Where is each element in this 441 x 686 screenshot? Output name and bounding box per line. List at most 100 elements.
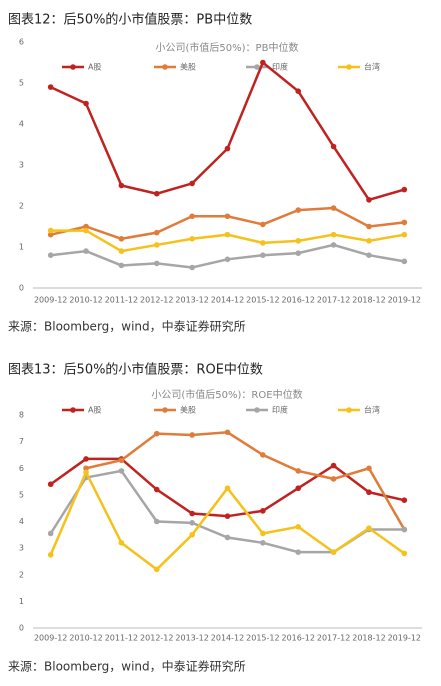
y-tick-label: 7: [19, 437, 24, 446]
point: [224, 145, 231, 152]
point: [366, 252, 372, 258]
point: [224, 231, 231, 238]
x-tick-label: 2009-12: [34, 296, 67, 305]
y-tick-label: 5: [19, 490, 24, 499]
chart-title: 小公司(市值后50%)：PB中位数: [156, 41, 299, 54]
point: [366, 197, 372, 203]
legend-marker: [70, 64, 76, 70]
point: [83, 465, 89, 472]
point: [295, 88, 302, 94]
point: [295, 468, 302, 474]
point: [47, 231, 54, 238]
legend-label: A股: [88, 406, 101, 415]
point: [118, 540, 125, 546]
point: [189, 510, 195, 517]
point: [330, 476, 337, 482]
point: [153, 486, 160, 493]
point: [189, 264, 195, 271]
legend-marker: [254, 407, 260, 413]
legend-label: 台湾: [364, 405, 380, 415]
x-tick-label: 2010-12: [69, 634, 102, 643]
x-tick-label: 2015-12: [246, 296, 279, 305]
point: [118, 457, 125, 464]
point: [366, 489, 372, 496]
point: [401, 219, 408, 226]
legend-marker: [254, 64, 260, 70]
point: [189, 180, 195, 187]
legend-label: 美股: [180, 62, 196, 72]
point: [260, 59, 266, 66]
point: [224, 256, 231, 263]
point: [47, 530, 54, 537]
point: [83, 456, 89, 462]
point: [83, 469, 89, 476]
point: [83, 248, 89, 254]
legend-label: 美股: [180, 405, 196, 415]
y-tick-label: 5: [19, 79, 24, 88]
point: [366, 238, 372, 244]
point: [330, 143, 337, 150]
point: [189, 432, 195, 438]
point: [260, 540, 266, 546]
x-tick-label: 2017-12: [317, 296, 350, 305]
point: [224, 485, 231, 492]
y-tick-label: 4: [19, 517, 24, 526]
point: [295, 485, 302, 492]
point: [330, 462, 337, 469]
point: [153, 229, 160, 236]
x-tick-label: 2011-12: [105, 296, 138, 305]
point: [401, 231, 408, 238]
point: [189, 213, 195, 220]
point: [366, 465, 372, 472]
legend-marker: [346, 64, 352, 70]
point: [401, 497, 408, 504]
legend-marker: [162, 64, 168, 70]
legend-label: 印度: [272, 62, 288, 72]
point: [83, 227, 89, 234]
x-tick-label: 2019-12: [388, 634, 421, 643]
point: [295, 207, 302, 213]
point: [260, 508, 266, 514]
point: [83, 100, 89, 107]
legend-marker: [162, 407, 168, 413]
point: [189, 236, 195, 242]
x-tick-label: 2012-12: [140, 634, 173, 643]
x-tick-label: 2019-12: [388, 296, 421, 305]
point: [153, 430, 160, 437]
legend-label: 印度: [272, 405, 288, 415]
legend-marker: [346, 407, 352, 413]
point: [47, 481, 54, 488]
source: 来源：Bloomberg，wind，中泰证券研究所: [8, 319, 246, 334]
y-tick-label: 0: [19, 624, 24, 633]
point: [153, 242, 160, 248]
legend-label: A股: [88, 63, 101, 72]
point: [295, 549, 302, 555]
y-tick-label: 1: [19, 597, 24, 606]
chart-title: 小公司(市值后50%)：ROE中位数: [151, 388, 302, 401]
x-tick-label: 2014-12: [211, 296, 244, 305]
y-tick-label: 3: [19, 544, 24, 553]
x-tick-label: 2014-12: [211, 634, 244, 643]
point: [295, 524, 302, 530]
point: [330, 205, 337, 211]
y-tick-label: 4: [19, 120, 24, 129]
x-tick-label: 2012-12: [140, 296, 173, 305]
x-tick-label: 2013-12: [175, 634, 208, 643]
point: [83, 223, 89, 230]
series-line: [50, 60, 405, 202]
caption: 图表12：后50%的小市值股票：PB中位数: [8, 12, 252, 28]
point: [47, 84, 54, 90]
y-tick-label: 2: [19, 202, 24, 211]
x-tick-label: 2018-12: [352, 296, 385, 305]
point: [189, 532, 195, 538]
x-tick-label: 2017-12: [317, 634, 350, 643]
point: [47, 227, 54, 234]
point: [47, 551, 54, 558]
series-line: [85, 431, 406, 531]
point: [260, 252, 266, 258]
point: [224, 513, 231, 519]
point: [118, 182, 125, 189]
x-tick-label: 2011-12: [105, 634, 138, 643]
point: [260, 240, 266, 246]
point: [153, 260, 160, 267]
